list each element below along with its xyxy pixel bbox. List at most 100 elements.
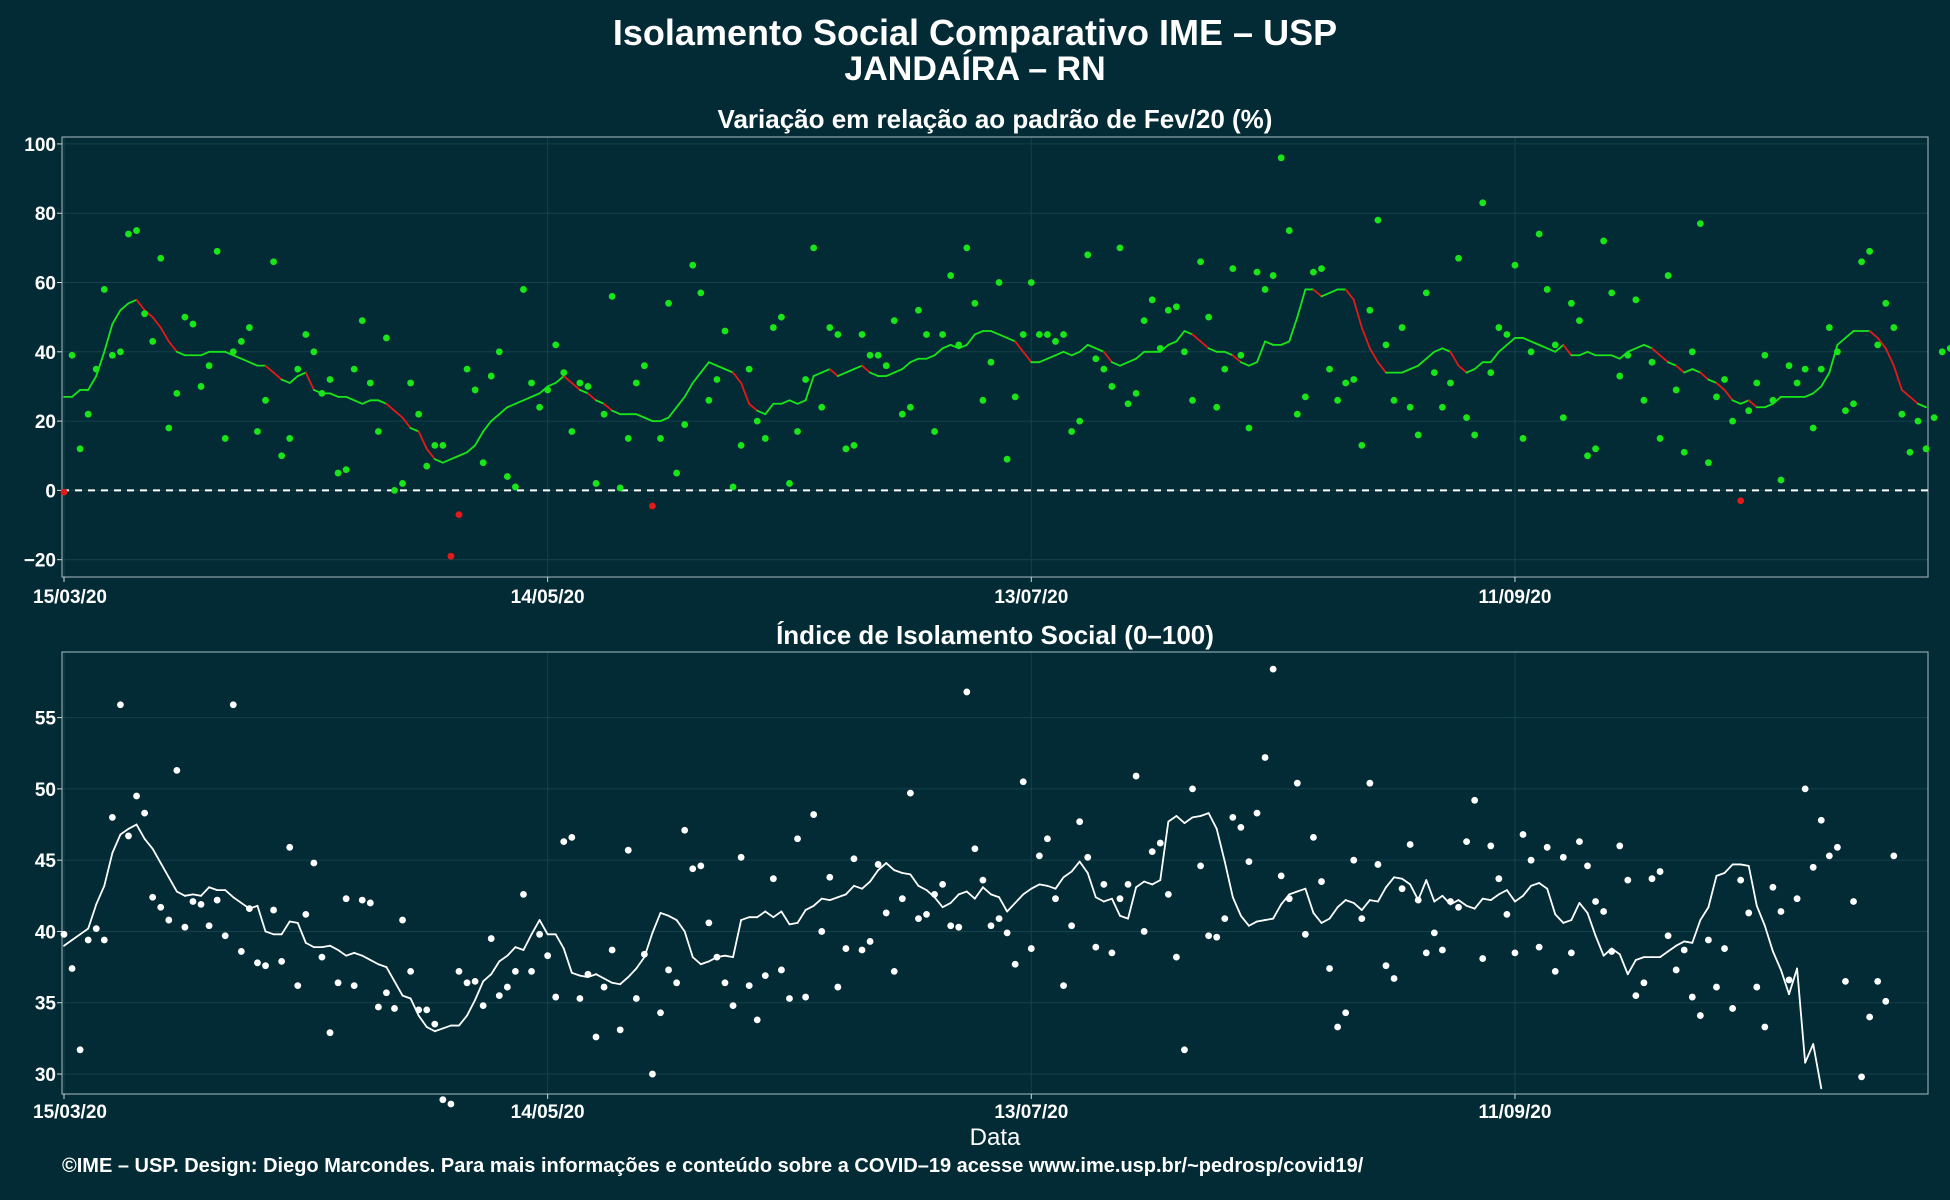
data-point — [536, 403, 543, 411]
moving-average-segment — [200, 886, 210, 897]
y-tick-label: 80 — [35, 204, 56, 225]
moving-average-segment — [1296, 288, 1307, 319]
moving-average-segment — [1215, 827, 1226, 863]
data-point — [600, 410, 608, 418]
moving-average-segment — [175, 350, 186, 357]
data-point — [1850, 898, 1857, 905]
data-point — [278, 958, 286, 965]
data-point — [1705, 459, 1712, 467]
moving-average-segment — [716, 364, 726, 371]
data-point — [1543, 843, 1551, 851]
moving-average-segment — [772, 910, 783, 919]
data-point — [141, 310, 149, 318]
moving-average-segment — [1554, 343, 1565, 353]
data-point — [254, 428, 261, 435]
data-point — [1721, 945, 1728, 952]
moving-average-segment — [1909, 395, 1919, 405]
data-point — [503, 983, 511, 991]
moving-average-segment — [1796, 967, 1807, 1064]
moving-average-segment — [1111, 897, 1121, 917]
data-point — [1382, 962, 1390, 970]
data-point — [205, 922, 213, 930]
data-point — [1616, 842, 1624, 850]
moving-average-segment — [103, 323, 114, 353]
moving-average-segment — [845, 368, 855, 374]
data-point — [987, 358, 995, 366]
data-point — [705, 396, 713, 404]
moving-average-segment — [1288, 890, 1299, 896]
moving-average-segment — [1409, 364, 1420, 371]
data-point — [681, 826, 689, 834]
moving-average-segment — [1102, 350, 1113, 364]
data-point — [1769, 883, 1777, 891]
moving-average-segment — [1401, 877, 1412, 886]
data-point — [1124, 881, 1132, 888]
data-point — [1366, 779, 1374, 787]
data-point — [374, 428, 382, 435]
data-point — [850, 855, 858, 863]
data-point — [1140, 928, 1148, 935]
data-point — [1035, 331, 1043, 338]
moving-average-segment — [1780, 969, 1790, 996]
data-point — [1326, 365, 1333, 373]
moving-average-segment — [1078, 860, 1089, 874]
data-point — [1148, 296, 1156, 304]
moving-average-segment — [143, 837, 154, 850]
data-point — [197, 383, 205, 390]
moving-average-segment — [659, 912, 670, 917]
data-point — [1422, 289, 1430, 297]
moving-average-segment — [1183, 816, 1194, 824]
data-point — [1318, 878, 1325, 885]
data-point — [995, 915, 1003, 923]
moving-average-segment — [111, 833, 122, 854]
y-tick-label: 60 — [35, 274, 56, 295]
data-point — [802, 993, 809, 1001]
data-point — [342, 466, 350, 473]
x-tick-label: 14/05/20 — [511, 587, 585, 608]
moving-average-segment — [627, 967, 638, 978]
moving-average-series — [63, 812, 1823, 1090]
moving-average-segment — [691, 371, 702, 384]
data-point — [1471, 796, 1479, 804]
data-point — [1890, 852, 1898, 860]
data-point — [1882, 299, 1890, 307]
data-point — [697, 289, 705, 297]
moving-average-segment — [337, 949, 348, 957]
moving-average-segment — [1417, 879, 1428, 901]
data-point — [270, 906, 277, 914]
data-point — [366, 379, 374, 387]
moving-average-segment — [595, 973, 605, 980]
data-point — [366, 899, 374, 907]
data-point — [624, 846, 632, 854]
data-point — [753, 417, 761, 425]
data-point — [632, 379, 640, 387]
moving-average-segment — [1417, 357, 1428, 367]
moving-average-segment — [877, 862, 888, 872]
data-point — [1527, 856, 1535, 864]
data-point — [1398, 885, 1406, 893]
moving-average-segment — [828, 896, 839, 901]
moving-average-segment — [869, 371, 880, 377]
moving-average-segment — [1868, 330, 1879, 339]
moving-average-segment — [941, 902, 952, 909]
moving-average-segment — [820, 368, 831, 374]
data-point — [1713, 393, 1720, 401]
moving-average-segment — [151, 316, 162, 329]
data-point — [310, 348, 318, 356]
moving-average-segment — [224, 889, 235, 899]
moving-average-segment — [498, 954, 509, 963]
data-point — [882, 362, 890, 370]
x-tick-label: 15/03/20 — [33, 1102, 107, 1123]
data-point — [1245, 424, 1253, 432]
moving-average-segment — [675, 395, 686, 409]
moving-average-segment — [949, 893, 960, 904]
data-point — [737, 441, 745, 449]
data-point — [882, 909, 890, 917]
moving-average-segment — [901, 872, 912, 876]
moving-average-segment — [1522, 884, 1532, 897]
moving-average-segment — [1119, 914, 1129, 920]
data-point — [600, 983, 608, 991]
data-point — [1076, 818, 1084, 826]
moving-average-segment — [740, 916, 751, 921]
moving-average-segment — [724, 954, 734, 959]
